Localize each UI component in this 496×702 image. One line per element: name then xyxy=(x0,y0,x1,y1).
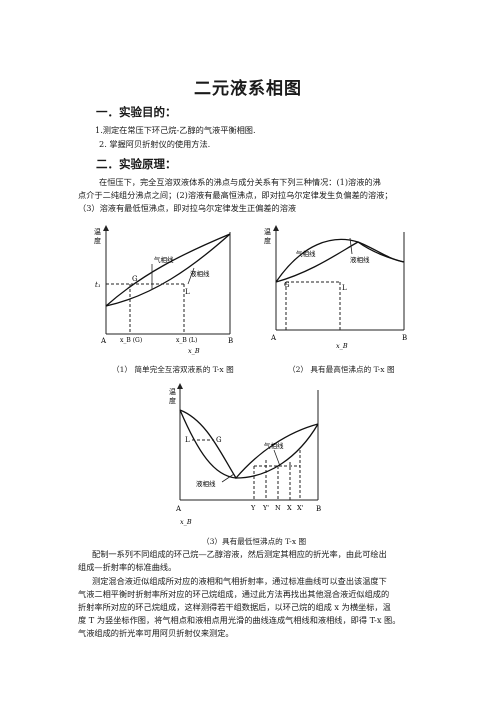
xb-l-label: x_B (L) xyxy=(176,337,197,344)
x-axis-label: x_B xyxy=(180,518,192,526)
liquid-label-leader xyxy=(187,267,195,285)
liquid-label-leader xyxy=(221,473,235,483)
endpoint-a-label: A xyxy=(100,337,107,345)
vapor-curve xyxy=(105,233,231,307)
figure-2-diagram: 温 度 气相线 液相线 G L A B x_B xyxy=(264,225,407,350)
point-g-label: G xyxy=(216,436,222,444)
point-l-label: L xyxy=(185,288,190,296)
section-heading-principle: 二．实验原理： xyxy=(96,157,177,171)
liquid-curve xyxy=(179,409,319,479)
figure-2-caption: （2） 具有最高恒沸点的 T-x 图 xyxy=(288,365,395,374)
y-label-char-1: 温 xyxy=(94,227,101,236)
liquid-curve xyxy=(275,241,405,283)
point-xp-label: X' xyxy=(297,504,304,512)
body-line-7: 气液组成的折光率可用阿贝折射仪来测定。 xyxy=(78,628,234,638)
point-n-label: N xyxy=(275,504,281,512)
figure-1-caption: （1） 简单完全互溶双液系的 T-x 图 xyxy=(112,365,234,374)
intro-line-1: 在恒压下，完全互溶双液体系的沸点与成分关系有下列三种情况：(1)溶液的沸 xyxy=(99,177,381,187)
figure-3-caption: （3）具有最低恒沸点的 T-x 图 xyxy=(202,537,307,546)
body-line-3: 测定混合液近似组成所对应的液相和气相折射率，通过标准曲线可以查出该温度下 xyxy=(92,576,387,586)
vapor-label-leader xyxy=(273,449,281,467)
y-label-char-1: 温 xyxy=(264,227,271,236)
point-y-label: Y xyxy=(250,504,256,512)
point-x-label: X xyxy=(287,504,292,512)
liquid-line-label: 液相线 xyxy=(350,255,370,264)
point-l-label: L xyxy=(342,284,347,292)
endpoint-b-label: B xyxy=(316,505,321,513)
body-line-6: 度 T 为竖坐标作图，将气相点和液相点用光滑的曲线连成气相线和液相线，即得 T-… xyxy=(78,615,401,625)
body-line-2: 组成—折射率的标准曲线。 xyxy=(78,562,177,572)
vapor-line-label: 气相线 xyxy=(154,255,174,264)
point-yp-label: Y' xyxy=(262,504,269,512)
endpoint-a-label: A xyxy=(270,334,277,342)
objective-item-2: 2. 掌握阿贝折射仪的使用方法. xyxy=(99,139,211,149)
point-g-label: G xyxy=(284,281,290,289)
y-label-char-2: 度 xyxy=(94,236,101,245)
liquid-label-leader xyxy=(349,237,353,255)
point-g-label: G xyxy=(132,275,138,283)
x-axis-label: x_B xyxy=(188,347,200,355)
xb-g-label: x_B (G) xyxy=(120,337,142,344)
y-label-char-2: 度 xyxy=(264,236,271,245)
endpoint-b-label: B xyxy=(402,334,407,342)
intro-line-2: 点介于二纯组分沸点之间；(2)溶液有最高恒沸点，即对拉乌尔定律发生负偏差的溶液； xyxy=(78,190,393,200)
y-label-char-1: 温 xyxy=(169,387,176,396)
y-label-char-2: 度 xyxy=(169,396,176,405)
endpoint-b-label: B xyxy=(228,337,233,345)
body-line-4: 气液二相平衡时折射率所对应的环己烷组成，通过此方法再找出其他混合液近似组成的 xyxy=(78,589,390,599)
figure-3-diagram: 温 度 气相线 液相线 L G A B Y Y' N X X' x_B xyxy=(169,383,321,526)
liquid-line-label: 液相线 xyxy=(190,269,210,278)
objective-item-1: 1.测定在常压下环己烷-乙醇的气液平衡相图. xyxy=(95,125,256,135)
liquid-line-label: 液相线 xyxy=(196,479,216,488)
section-heading-objectives: 一．实验目的： xyxy=(96,105,177,119)
vapor-line-label: 气相线 xyxy=(296,249,316,258)
point-l-label: L xyxy=(185,436,190,444)
figure-1-diagram: 温 度 t₁ 气相线 液相线 G L A B x_B (G) x_B (L) x… xyxy=(94,225,233,355)
intro-line-3: （3）溶液有最低恒沸点，即对拉乌尔定律发生正偏差的溶液 xyxy=(78,203,297,213)
t1-label: t₁ xyxy=(95,281,101,289)
body-line-5: 折射率所对应的环己烷组成，这样测得若干组数据后，以环己烷的组成 x 为横坐标，温 xyxy=(78,602,391,612)
body-line-1: 配制一系列不同组成的环己烷—乙醇溶液，然后测定其相应的折光率，由此可绘出 xyxy=(92,549,387,559)
x-axis-label: x_B xyxy=(336,342,348,350)
liquid-curve xyxy=(105,233,231,307)
vapor-curve xyxy=(179,409,319,480)
vapor-line-label: 气相线 xyxy=(264,441,284,450)
endpoint-a-label: A xyxy=(175,505,182,513)
page-title: 二元液系相图 xyxy=(194,79,302,99)
